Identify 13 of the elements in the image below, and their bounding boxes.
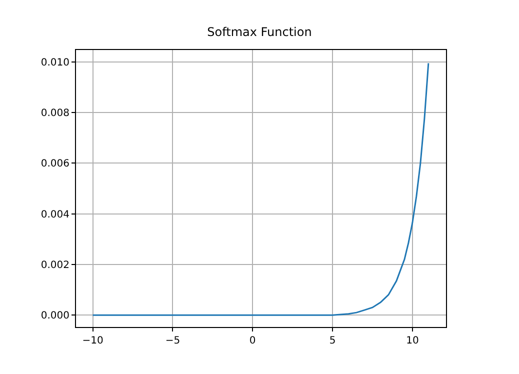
chart-title: Softmax Function [207,25,312,39]
y-tick-label: 0.004 [40,209,70,220]
x-tick-label: 5 [329,336,336,346]
y-tick-label: 0.008 [40,108,70,120]
y-tick-label: 0.006 [40,158,70,170]
y-tick-label: 0.000 [40,310,70,322]
x-tick-label: 0 [249,336,256,346]
x-tick-label: 10 [406,336,419,346]
x-tick-label: −5 [165,336,180,346]
y-tick-label: 0.002 [40,260,70,271]
x-tick-label: −10 [82,336,104,346]
line-series [92,62,430,316]
y-tick-label: 0.010 [40,57,70,68]
